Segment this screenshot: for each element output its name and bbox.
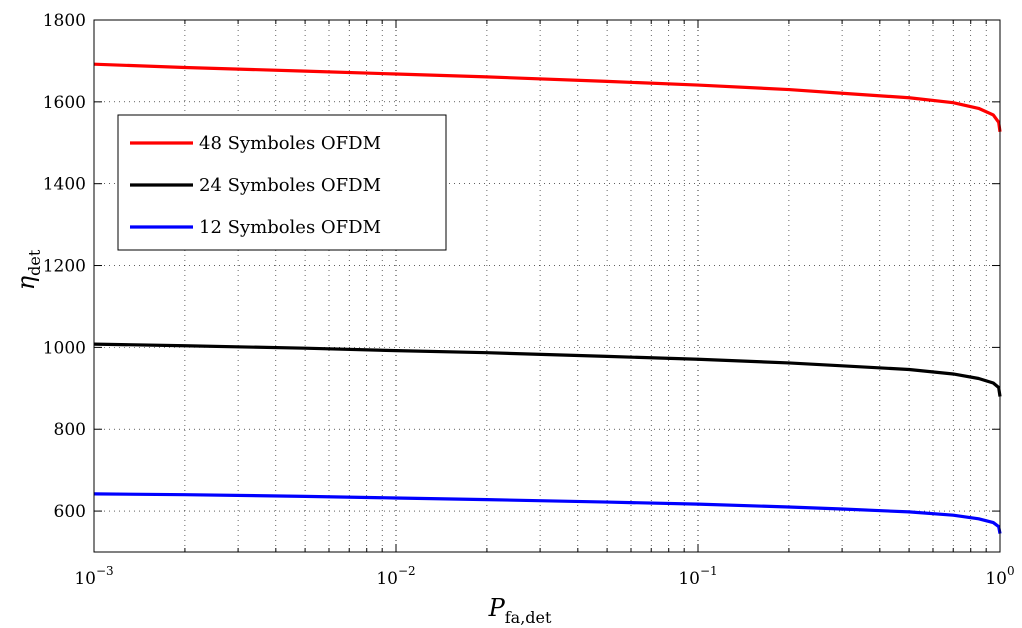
x-tick-base: 10: [678, 569, 700, 589]
y-tick-labels: 600 800 1000 1200 1400 1600 1800: [43, 11, 86, 522]
y-tick-label: 1000: [43, 338, 86, 358]
legend-label: 48 Symboles OFDM: [199, 133, 381, 154]
legend-label: 12 Symboles OFDM: [199, 217, 381, 238]
x-tick-base: 10: [985, 569, 1007, 589]
x-tick-exponent: 0: [1007, 564, 1015, 578]
x-axis-title-main: P: [488, 594, 506, 622]
x-axis-title-sub: fa,det: [505, 608, 552, 627]
y-tick-label: 1400: [43, 175, 86, 195]
y-tick-label: 1600: [43, 93, 86, 113]
x-tick-exponent: −2: [398, 564, 416, 578]
x-tick-label: 10−1: [678, 564, 717, 589]
series-lines: [93, 62, 1002, 534]
x-tick-exponent: −3: [96, 564, 114, 578]
y-tick-label: 1200: [43, 257, 86, 277]
y-tick-label: 800: [54, 420, 86, 440]
series-line-3: [93, 492, 1002, 534]
x-axis-title: Pfa,det: [488, 594, 552, 627]
x-tick-label: 10−3: [74, 564, 113, 589]
x-tick-labels: 10−3 10−2 10−1 100: [74, 564, 1014, 589]
legend-label: 24 Symboles OFDM: [199, 175, 381, 196]
x-tick-label: 10−2: [376, 564, 415, 589]
x-tick-base: 10: [376, 569, 398, 589]
series-line-1: [93, 62, 1002, 132]
y-axis-title-main: η: [12, 275, 40, 290]
legend: 48 Symboles OFDM 24 Symboles OFDM 12 Symbo…: [117, 114, 447, 251]
y-axis-title-sub: det: [25, 249, 44, 276]
x-tick-label: 100: [985, 564, 1014, 589]
axis-ticks: [93, 19, 1001, 552]
series-line-2: [93, 342, 1002, 397]
legend-box: [117, 114, 447, 251]
y-tick-label: 1800: [43, 11, 86, 31]
x-tick-base: 10: [74, 569, 96, 589]
y-axis-title: ηdet: [12, 249, 44, 290]
plot-frame: [93, 19, 1001, 553]
x-tick-exponent: −1: [700, 564, 718, 578]
y-tick-label: 600: [54, 502, 86, 522]
grid-lines: [93, 19, 1001, 552]
